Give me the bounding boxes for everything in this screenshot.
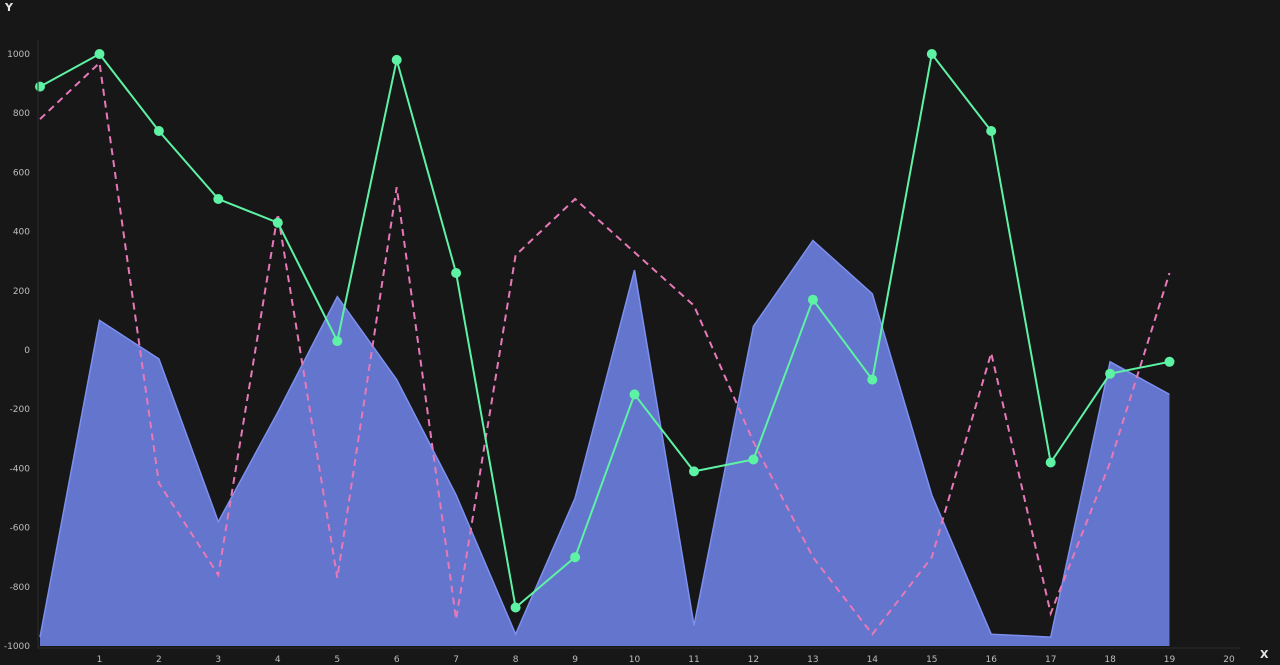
x-tick-label: 17: [1045, 655, 1056, 665]
dashed-line-series-1: [39, 60, 1171, 636]
data-point: [629, 389, 640, 400]
data-point: [213, 194, 224, 204]
data-point: [867, 374, 878, 385]
x-axis-label: X: [1260, 648, 1269, 661]
data-point: [153, 126, 164, 136]
data-point: [748, 454, 759, 465]
x-tick-label: 7: [453, 655, 459, 665]
x-tick-label: 10: [629, 655, 641, 665]
x-tick-label: 16: [985, 655, 997, 665]
x-tick-labels: 1 2 3 4 5 6 7 8 9 10 11 12 13 14 15 16 17 18 19 20: [97, 655, 1235, 665]
data-point: [986, 126, 997, 136]
x-tick-label: 11: [688, 655, 699, 665]
y-tick-label: 1000: [7, 50, 30, 60]
data-point: [451, 268, 462, 278]
series-layer: [35, 49, 1175, 646]
y-tick-label: -600: [10, 524, 31, 534]
x-tick-label: 18: [1104, 655, 1116, 665]
y-tick-labels: -1000 -800 -600 -400 -200 0 200 400 600 800 1000: [4, 50, 30, 652]
data-point: [35, 81, 45, 92]
x-tick-label: 13: [807, 655, 818, 665]
x-tick-label: 8: [513, 655, 519, 665]
y-tick-label: 800: [13, 109, 30, 119]
data-point: [926, 49, 937, 59]
y-tick-label: -800: [10, 583, 31, 593]
line-series-2: [39, 51, 1170, 610]
data-point: [570, 552, 581, 563]
x-tick-label: 3: [215, 655, 221, 665]
data-point: [332, 336, 343, 347]
data-point: [272, 217, 283, 228]
y-tick-label: -200: [10, 405, 31, 415]
data-point: [807, 294, 818, 305]
axes-layer: [37, 40, 1240, 649]
area-series-0-outline: [39, 239, 1170, 638]
data-point: [1164, 356, 1175, 367]
x-tick-label: 12: [748, 655, 759, 665]
data-point: [1105, 368, 1116, 379]
y-tick-label: 0: [24, 346, 30, 356]
data-point: [94, 49, 105, 59]
y-tick-label: -1000: [4, 642, 30, 652]
data-point: [1045, 457, 1056, 468]
x-tick-label: 15: [926, 655, 937, 665]
y-axis-label: Y: [4, 1, 14, 14]
x-tick-label: 19: [1164, 655, 1176, 665]
x-tick-label: 9: [572, 655, 578, 665]
x-tick-label: 20: [1223, 655, 1235, 665]
area-series-0: [40, 240, 1170, 646]
x-tick-label: 1: [97, 655, 103, 665]
x-tick-label: 4: [275, 655, 281, 665]
x-tick-label: 14: [867, 655, 879, 665]
x-tick-label: 2: [156, 655, 162, 665]
x-tick-label: 5: [334, 655, 340, 665]
data-point: [510, 602, 521, 613]
y-tick-label: -400: [10, 464, 31, 474]
y-tick-label: 200: [13, 287, 30, 297]
y-tick-label: 600: [13, 168, 30, 178]
x-tick-label: 6: [394, 655, 400, 665]
data-point: [391, 54, 402, 65]
y-tick-label: 400: [13, 228, 30, 238]
data-point: [689, 466, 699, 477]
